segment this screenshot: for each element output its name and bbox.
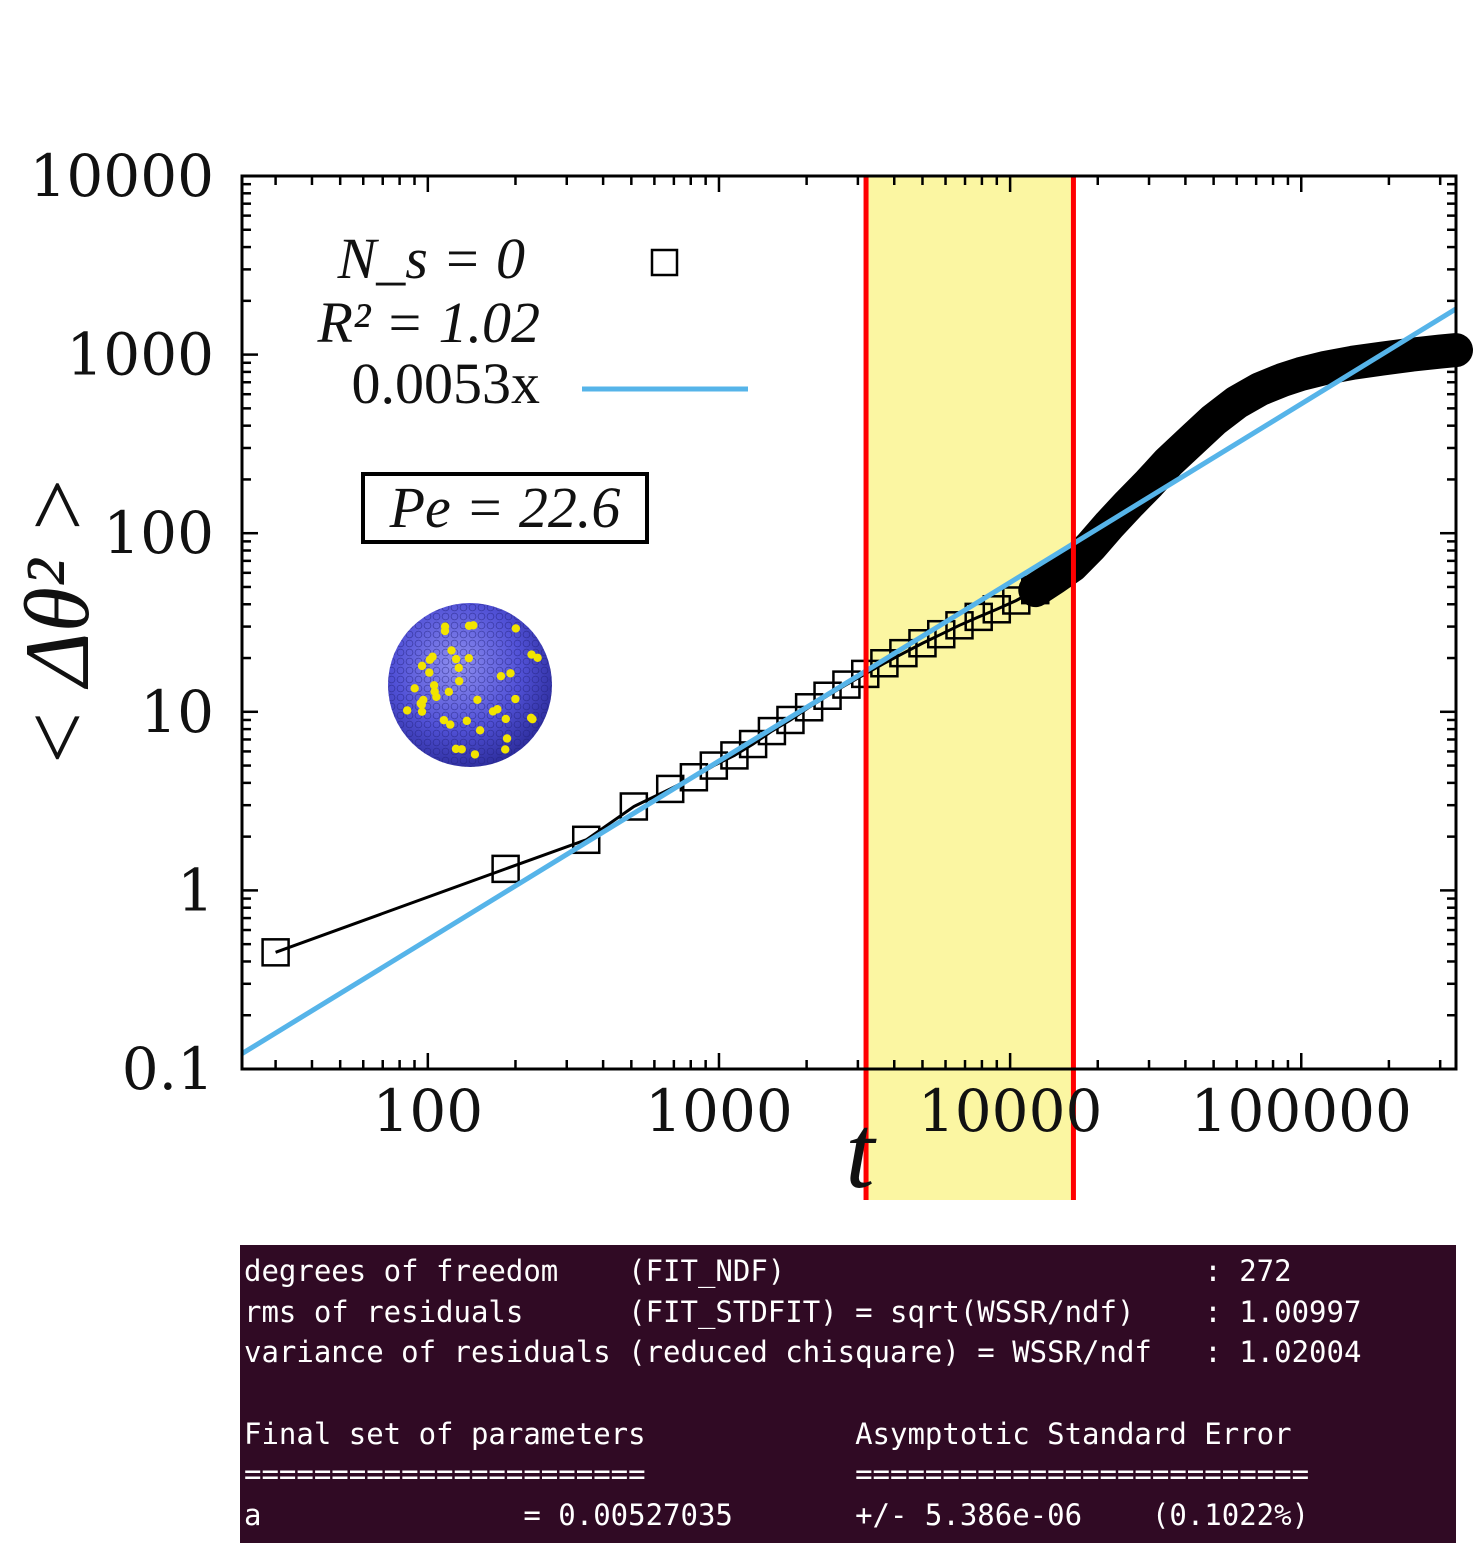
terminal-fit-output: degrees of freedom (FIT_NDF) : 272 rms o… <box>240 1245 1456 1543</box>
data-layer <box>240 306 1473 1056</box>
data-point <box>261 938 290 967</box>
sphere-dot <box>506 669 515 678</box>
terminal-line: degrees of freedom (FIT_NDF) : 272 <box>244 1254 1292 1288</box>
sphere-dot <box>464 621 474 630</box>
sphere-dot <box>473 695 482 705</box>
data-point <box>832 670 861 699</box>
sphere-dot <box>502 734 512 743</box>
sphere-dot <box>444 687 454 697</box>
axis-ticks <box>242 174 1456 1071</box>
data-point <box>655 774 685 804</box>
fit-line <box>240 306 1458 1056</box>
x-tick-label: 100 <box>372 1077 483 1145</box>
x-axis-title: t <box>845 1093 877 1210</box>
sphere-dot <box>439 715 449 725</box>
sphere-dot <box>470 750 480 759</box>
data-point <box>1021 575 1050 605</box>
x-tick-label: 10000 <box>918 1077 1103 1145</box>
legend-square-marker <box>650 248 679 277</box>
msd-chart: 100 1000 10000 100000 0.1 1 10 100 1000 10000 t <… <box>6 142 1473 1210</box>
sphere-dot <box>428 652 437 661</box>
sphere-dot <box>451 654 461 664</box>
y-axis-title: < Δθ² > <box>6 474 108 769</box>
sphere-dot <box>454 676 464 686</box>
data-point <box>679 763 709 792</box>
data-point <box>699 751 729 780</box>
sphere-dot <box>410 684 419 693</box>
data-point <box>720 741 749 770</box>
x-tick-label: 100000 <box>1191 1077 1412 1145</box>
y-tick-label: 10 <box>140 678 214 746</box>
y-tick-label: 1000 <box>66 321 214 389</box>
sphere-dot <box>464 653 474 663</box>
data-line <box>275 348 1457 954</box>
data-point <box>757 716 787 746</box>
sphere-dot <box>501 714 510 724</box>
sphere-dot <box>528 714 537 724</box>
sphere-dot <box>402 706 412 715</box>
plot-frame <box>240 174 1458 1071</box>
sphere-dot <box>496 671 506 681</box>
terminal-line: a = 0.00527035 +/- 5.386e-06 (0.1022%) <box>244 1498 1310 1533</box>
data-point <box>982 595 1012 624</box>
sphere-dot <box>417 707 427 716</box>
legend-fit-label: 0.0053x <box>352 351 541 416</box>
sphere-dot <box>429 681 439 690</box>
sphere-dot <box>457 745 466 754</box>
pe-label: Pe = 22.6 <box>389 475 621 540</box>
sphere-dot <box>511 694 520 704</box>
sphere-dot <box>446 720 455 729</box>
sphere-dot <box>417 661 427 671</box>
terminal-line: ======================= ================… <box>244 1457 1310 1492</box>
x-tick-label: 1000 <box>645 1077 793 1145</box>
data-point <box>571 825 601 855</box>
data-point <box>1002 586 1031 615</box>
y-tick-label: 0.1 <box>122 1035 214 1103</box>
sphere-dot <box>475 726 485 735</box>
legend-r2-label: R² = 1.02 <box>317 290 540 355</box>
sphere-illustration <box>388 603 552 767</box>
sphere-dot <box>462 716 472 726</box>
data-point <box>870 648 899 678</box>
sphere-dot <box>488 707 498 716</box>
y-tick-label: 10000 <box>29 142 214 210</box>
sphere-dot <box>425 668 434 677</box>
sphere-dot <box>419 695 428 705</box>
legend-ns-label: N_s = 0 <box>337 226 525 291</box>
sphere-dot <box>511 624 521 633</box>
terminal-line <box>244 1373 1456 1414</box>
data-point <box>491 854 520 884</box>
terminal-line: rms of residuals (FIT_STDFIT) = sqrt(WSS… <box>244 1294 1362 1329</box>
y-tick-label: 100 <box>103 499 214 567</box>
tick-labels: 100 1000 10000 100000 0.1 1 10 100 1000 10000 <box>29 142 1411 1145</box>
sphere-dot <box>501 745 510 754</box>
fit-window-highlight <box>866 176 1074 1200</box>
data-band <box>1018 333 1473 608</box>
sphere-dot <box>430 687 439 696</box>
sphere-dot <box>447 646 456 655</box>
data-point <box>794 693 824 722</box>
y-tick-label: 1 <box>177 856 214 924</box>
pe-box <box>361 472 649 544</box>
sphere-dot <box>440 622 450 631</box>
sphere-dot <box>454 663 463 673</box>
terminal-line: Final set of parameters Asymptotic Stand… <box>244 1416 1292 1451</box>
data-point <box>813 681 842 710</box>
terminal-line: variance of residuals (reduced chisquare… <box>244 1335 1362 1370</box>
sphere-dot <box>527 650 536 659</box>
